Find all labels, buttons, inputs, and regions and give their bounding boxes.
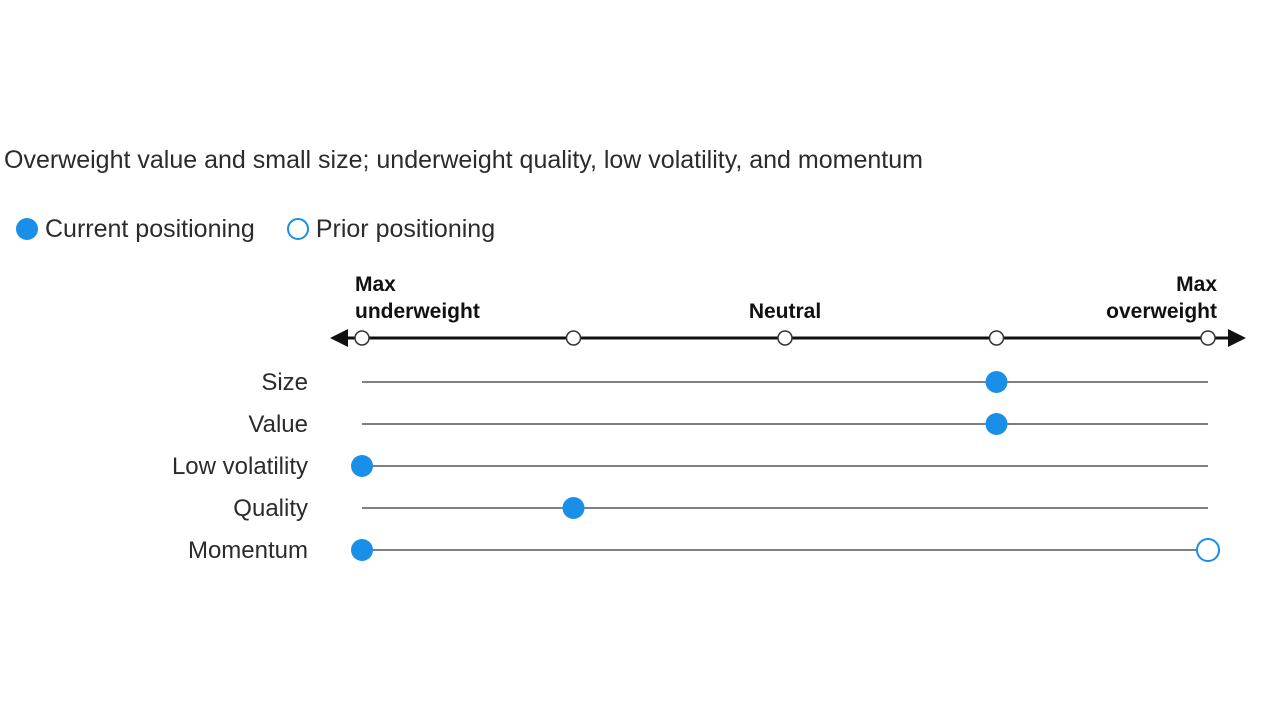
scale-label: Neutral <box>749 300 821 323</box>
scale-tick <box>777 330 793 346</box>
current-positioning-marker <box>351 455 373 477</box>
factor-label: Size <box>261 369 308 396</box>
factor-label: Low volatility <box>172 453 308 480</box>
scale-label: Max <box>355 273 396 296</box>
scale-label: overweight <box>1106 300 1217 323</box>
prior-positioning-swatch <box>286 218 309 240</box>
scale-arrow-left <box>330 329 348 347</box>
scale-label: Max <box>1176 273 1217 296</box>
legend-item-current: Current positioning <box>16 215 255 244</box>
current-positioning-swatch <box>16 218 38 240</box>
legend-label-current: Current positioning <box>45 214 255 243</box>
prior-positioning-marker <box>1196 538 1220 562</box>
scale-tick <box>1200 330 1216 346</box>
current-positioning-marker <box>985 371 1008 393</box>
current-positioning-marker <box>985 413 1008 435</box>
scale-tick <box>565 330 582 346</box>
current-positioning-marker <box>351 539 373 561</box>
scale-tick <box>988 330 1005 346</box>
factor-label: Value <box>248 411 308 438</box>
scale-label: underweight <box>355 300 480 323</box>
legend: Current positioning Prior positioning <box>16 212 495 246</box>
chart-subtitle: Overweight value and small size; underwe… <box>4 146 923 174</box>
factor-label: Quality <box>233 495 308 522</box>
factor-label: Momentum <box>188 537 308 564</box>
scale-arrow-right <box>1228 329 1246 347</box>
legend-item-prior: Prior positioning <box>286 214 496 244</box>
legend-label-prior: Prior positioning <box>315 214 496 243</box>
scale-tick <box>354 330 370 346</box>
current-positioning-marker <box>562 497 585 519</box>
